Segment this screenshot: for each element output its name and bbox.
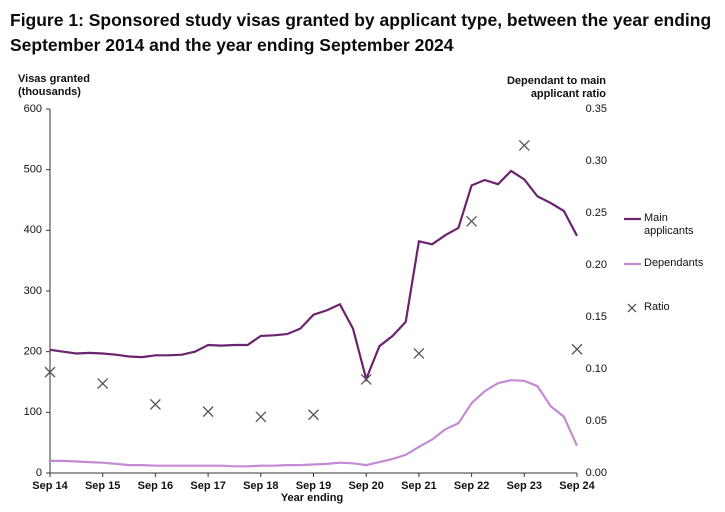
ratio-marker bbox=[202, 406, 214, 418]
y-tick-label: 400 bbox=[24, 224, 42, 236]
ratio-marker bbox=[413, 347, 425, 359]
y2-tick-label: 0.30 bbox=[586, 155, 607, 167]
x-tick-label: Sep 16 bbox=[138, 480, 173, 492]
y2-tick-label: 0.05 bbox=[586, 415, 607, 427]
ratio-marker bbox=[149, 398, 161, 410]
chart-title: Figure 1: Sponsored study visas granted … bbox=[10, 10, 712, 55]
y2-axis-label: applicant ratio bbox=[531, 88, 606, 100]
y-tick-label: 100 bbox=[24, 406, 42, 418]
y2-axis-label: Dependant to main bbox=[507, 75, 606, 87]
x-tick-label: Sep 20 bbox=[348, 480, 383, 492]
ratio-marker bbox=[360, 373, 372, 385]
series-line bbox=[50, 379, 579, 468]
y-axis-label: (thousands) bbox=[18, 86, 81, 98]
series-line bbox=[49, 169, 578, 383]
legend-label: Main applicants bbox=[644, 212, 694, 237]
ratio-marker bbox=[518, 139, 530, 151]
y2-tick-label: 0.15 bbox=[586, 311, 607, 323]
y-tick-label: 200 bbox=[24, 346, 42, 358]
x-tick-label: Sep 23 bbox=[507, 480, 542, 492]
y-tick-label: 500 bbox=[24, 164, 42, 176]
y-tick-label: 600 bbox=[24, 103, 42, 115]
y-tick-label: 300 bbox=[24, 285, 42, 297]
ratio-marker bbox=[44, 366, 56, 378]
ratio-marker bbox=[255, 411, 267, 423]
y-tick-label: 0 bbox=[36, 467, 42, 479]
y-axis-label: Visas granted bbox=[18, 73, 90, 85]
y2-tick-label: 0.20 bbox=[586, 259, 607, 271]
ratio-marker bbox=[308, 409, 319, 421]
x-axis-label: Year ending bbox=[281, 492, 343, 504]
legend-label: Ratio bbox=[644, 301, 670, 313]
y2-tick-label: 0.25 bbox=[586, 207, 607, 219]
y2-tick-label: 0.10 bbox=[586, 363, 607, 375]
x-tick-label: Sep 24 bbox=[559, 480, 595, 492]
ratio-marker bbox=[571, 343, 583, 355]
ratio-marker bbox=[97, 378, 109, 390]
x-tick-label: Sep 18 bbox=[243, 480, 278, 492]
x-tick-label: Sep 22 bbox=[454, 480, 489, 492]
legend-swatch bbox=[627, 303, 637, 313]
legend-label: Dependants bbox=[644, 257, 704, 269]
x-tick-label: Sep 14 bbox=[32, 480, 68, 492]
y2-tick-label: 0.35 bbox=[586, 103, 607, 115]
x-tick-label: Sep 19 bbox=[296, 480, 331, 492]
x-tick-label: Sep 15 bbox=[85, 480, 120, 492]
x-tick-label: Sep 21 bbox=[401, 480, 436, 492]
x-tick-label: Sep 17 bbox=[190, 480, 225, 492]
ratio-marker bbox=[466, 215, 478, 227]
y2-tick-label: 0.00 bbox=[586, 467, 607, 479]
